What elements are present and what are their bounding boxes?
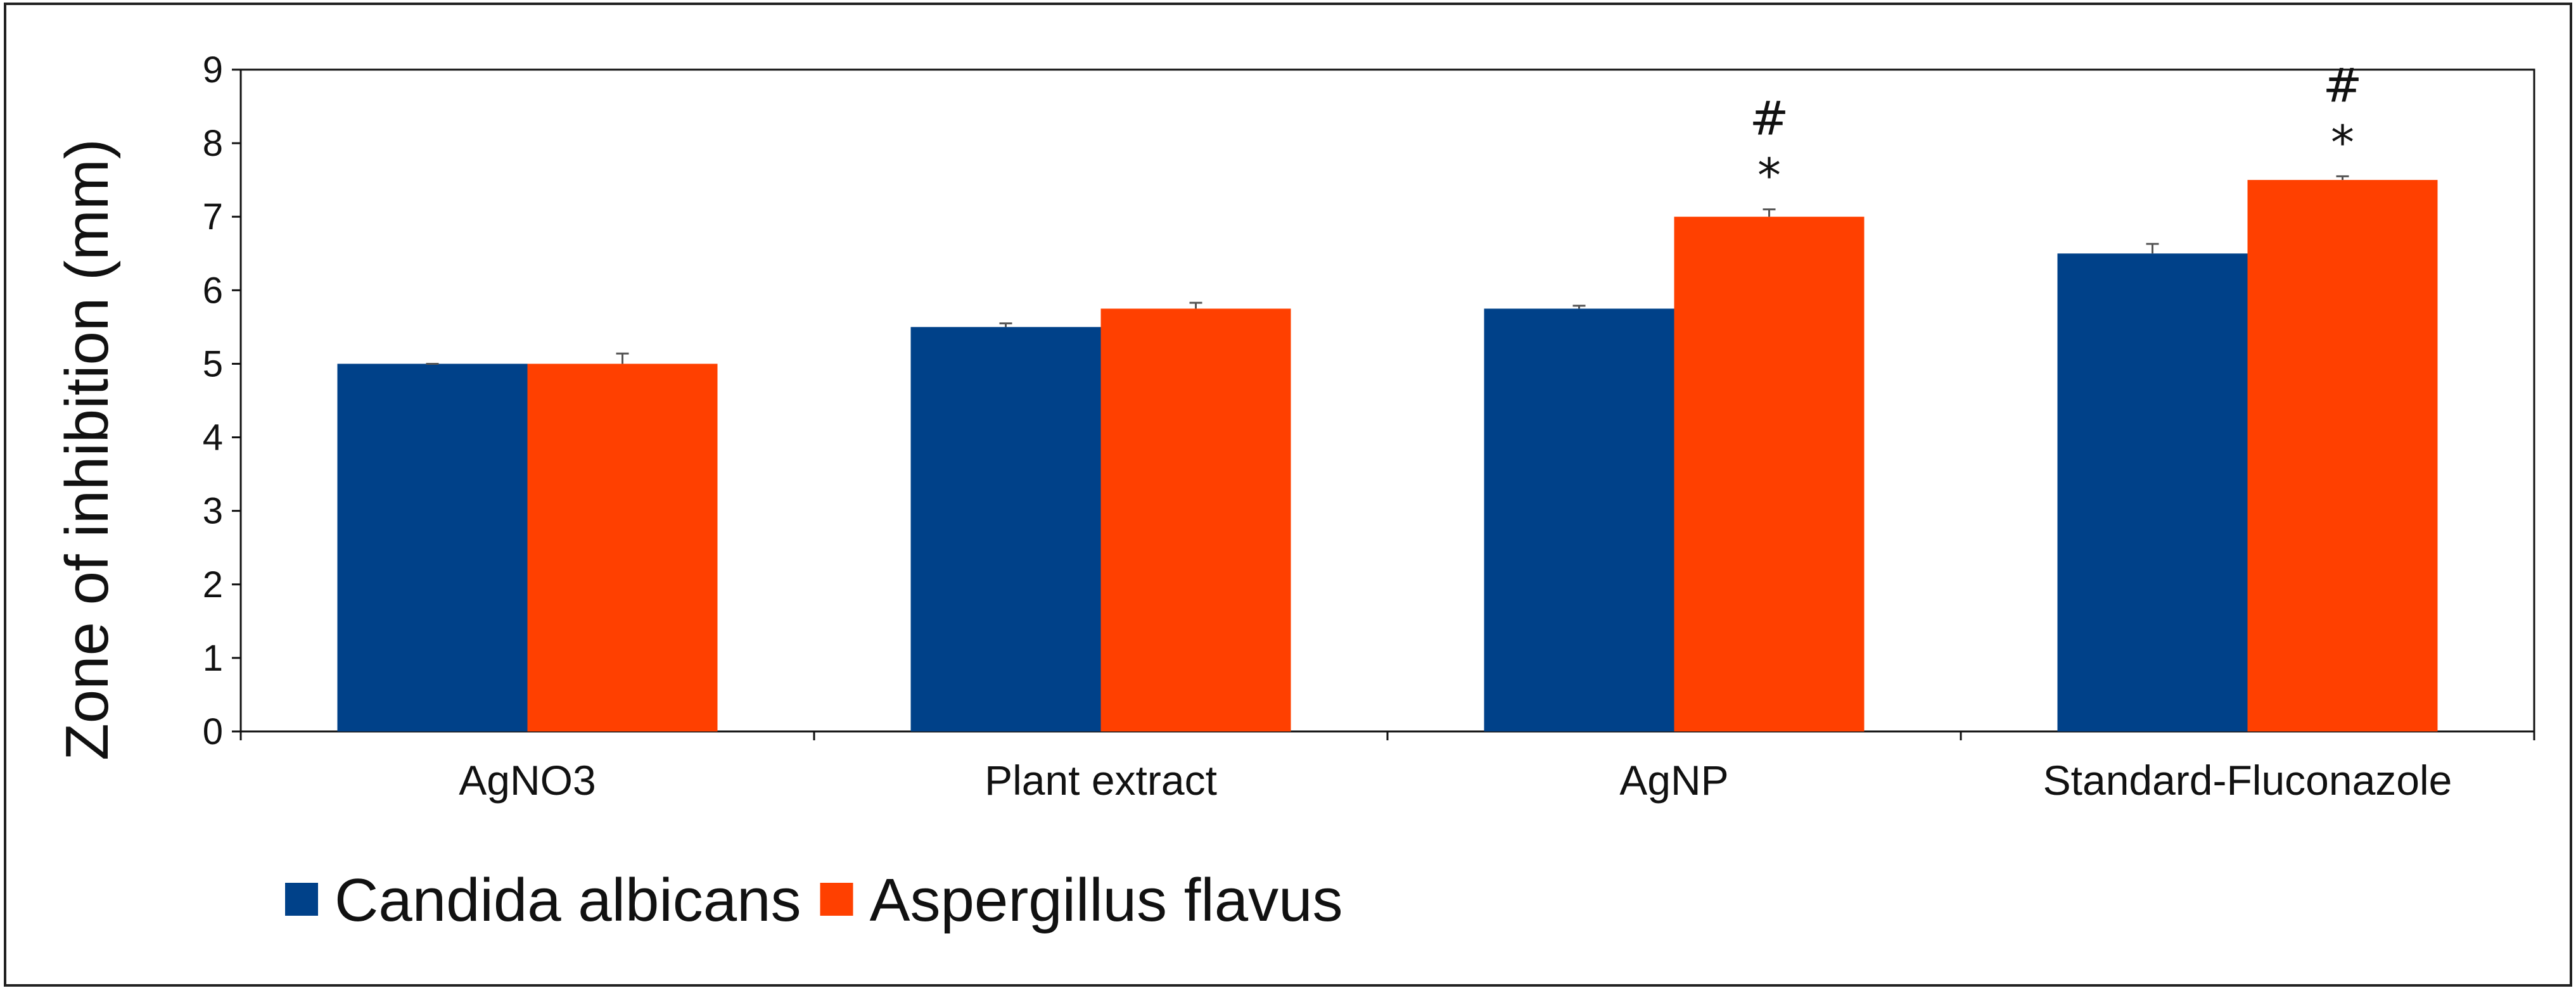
bar-series-group (337, 175, 2438, 732)
legend-swatch (285, 883, 318, 916)
y-tick-label: 8 (203, 123, 223, 164)
y-tick-label: 7 (203, 196, 223, 237)
legend: Candida albicans Aspergillus flavus (285, 866, 1343, 934)
legend-swatch (820, 883, 853, 916)
x-category-label: AgNO3 (459, 757, 596, 804)
bar (2057, 253, 2248, 731)
bar (1100, 308, 1291, 732)
y-tick-label: 5 (203, 343, 223, 384)
bar (1484, 308, 1674, 732)
x-category-label: Standard-Fluconazole (2043, 757, 2452, 804)
y-tick-label: 6 (203, 270, 223, 311)
bar (1674, 217, 1865, 731)
bar (2247, 180, 2438, 732)
significance-annotations: #*#* (1749, 58, 2362, 203)
y-tick-label: 3 (203, 491, 223, 532)
x-category-label: Plant extract (985, 757, 1217, 804)
y-tick-label: 2 (203, 564, 223, 605)
y-tick-label: 0 (203, 711, 223, 752)
y-axis-title: Zone of inhibition (mm) (53, 139, 121, 761)
y-axis: 0 1 2 3 4 5 6 7 8 9 (203, 49, 241, 752)
legend-label: Candida albicans (335, 866, 801, 934)
bar (337, 364, 528, 731)
bar (527, 364, 718, 731)
significance-marker: # (1749, 92, 1789, 146)
y-tick-label: 1 (203, 638, 223, 679)
x-axis: AgNO3 Plant extract AgNP Standard-Fluconazo… (239, 731, 2535, 804)
bar (910, 327, 1101, 731)
significance-marker: * (1757, 149, 1781, 203)
significance-marker: * (2331, 115, 2354, 170)
legend-label: Aspergillus flavus (870, 866, 1343, 934)
significance-marker: # (2323, 58, 2362, 113)
x-category-label: AgNP (1619, 757, 1728, 804)
y-tick-label: 9 (203, 49, 223, 91)
y-tick-label: 4 (203, 417, 223, 459)
